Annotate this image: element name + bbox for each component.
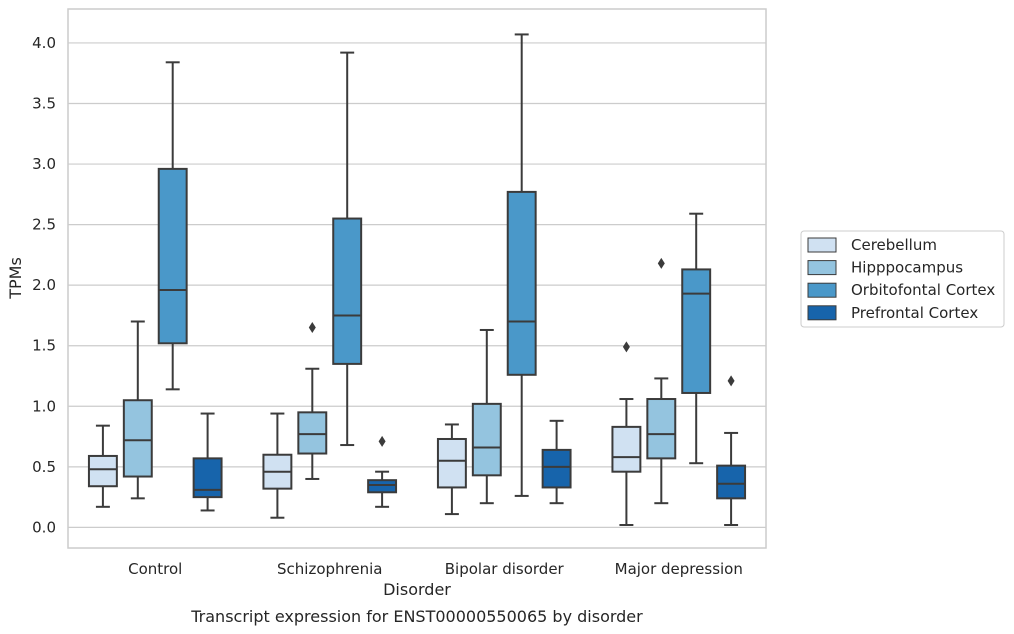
y-tick-label: 1.0 [32,397,56,415]
legend-frame [800,230,1005,328]
box-iqr [681,268,712,394]
outlier-point [622,341,630,353]
x-tick-label: Bipolar disorder [445,560,565,578]
legend-swatch [807,282,837,298]
y-tick-label: 3.0 [32,155,56,173]
legend-label: Orbitofontal Cortex [851,281,995,299]
box-iqr [122,399,153,478]
y-tick-label: 0.5 [32,458,56,476]
legend-swatch [807,237,837,253]
box-mark [506,33,537,497]
box-iqr [436,437,467,489]
y-axis-title: TPMs [6,257,25,300]
series-cerebellum [87,341,642,526]
box-iqr [367,479,398,494]
box-mark [262,412,293,519]
box-mark [297,322,328,480]
chart-caption: Transcript expression for ENST0000055006… [190,607,643,626]
box-iqr [541,448,572,489]
box-iqr [716,464,747,500]
box-mark [332,51,363,447]
box-mark [681,212,712,465]
series-prefrontal-cortex [192,375,747,526]
box-mark [122,320,153,500]
x-tick-label: Major depression [615,560,743,578]
box-iqr [471,402,502,477]
x-axis-title: Disorder [383,580,451,599]
legend-label: Prefrontal Cortex [851,304,978,322]
x-tick-label: Control [128,560,182,578]
legend-swatch [807,305,837,321]
outlier-point [727,375,735,387]
legend: Cerebellum Hipppocampus Orbitofontal Corte… [800,230,1005,328]
outlier-point [657,257,665,269]
box-mark [436,423,467,516]
box-mark [157,61,188,391]
box-mark [471,328,502,505]
y-tick-labels: 0.0 0.5 1.0 1.5 2.0 2.5 3.0 3.5 4.0 [32,34,56,536]
box-mark [716,375,747,526]
box-iqr [87,454,118,488]
y-tick-label: 4.0 [32,34,56,52]
box-iqr [192,457,223,499]
box-series [87,33,747,526]
plot-frame [67,8,767,549]
box-mark [192,412,223,512]
box-mark [646,257,677,505]
legend-swatch [807,260,837,276]
x-tick-label: Schizophrenia [277,560,382,578]
box-iqr [157,167,188,345]
series-orbitofontal-cortex [157,33,712,497]
y-tick-label: 2.5 [32,216,56,234]
box-iqr [611,425,642,473]
legend-label: Hipppocampus [851,259,963,277]
outlier-point [378,435,386,447]
y-tick-label: 1.5 [32,337,56,355]
box-iqr [332,217,363,365]
outlier-point [308,322,316,334]
legend-label: Cerebellum [851,236,937,254]
y-tick-label: 0.0 [32,518,56,536]
box-mark [367,435,398,508]
y-tick-label: 2.0 [32,276,56,294]
box-iqr [506,190,537,376]
x-tick-labels: Control Schizophrenia Bipolar disorder Majo… [128,560,743,578]
box-mark [541,419,572,505]
box-iqr [646,398,677,460]
box-mark [611,341,642,526]
y-tick-label: 3.5 [32,94,56,112]
box-mark [87,424,118,508]
series-hipppocampus [122,257,677,505]
box-iqr [297,411,328,455]
